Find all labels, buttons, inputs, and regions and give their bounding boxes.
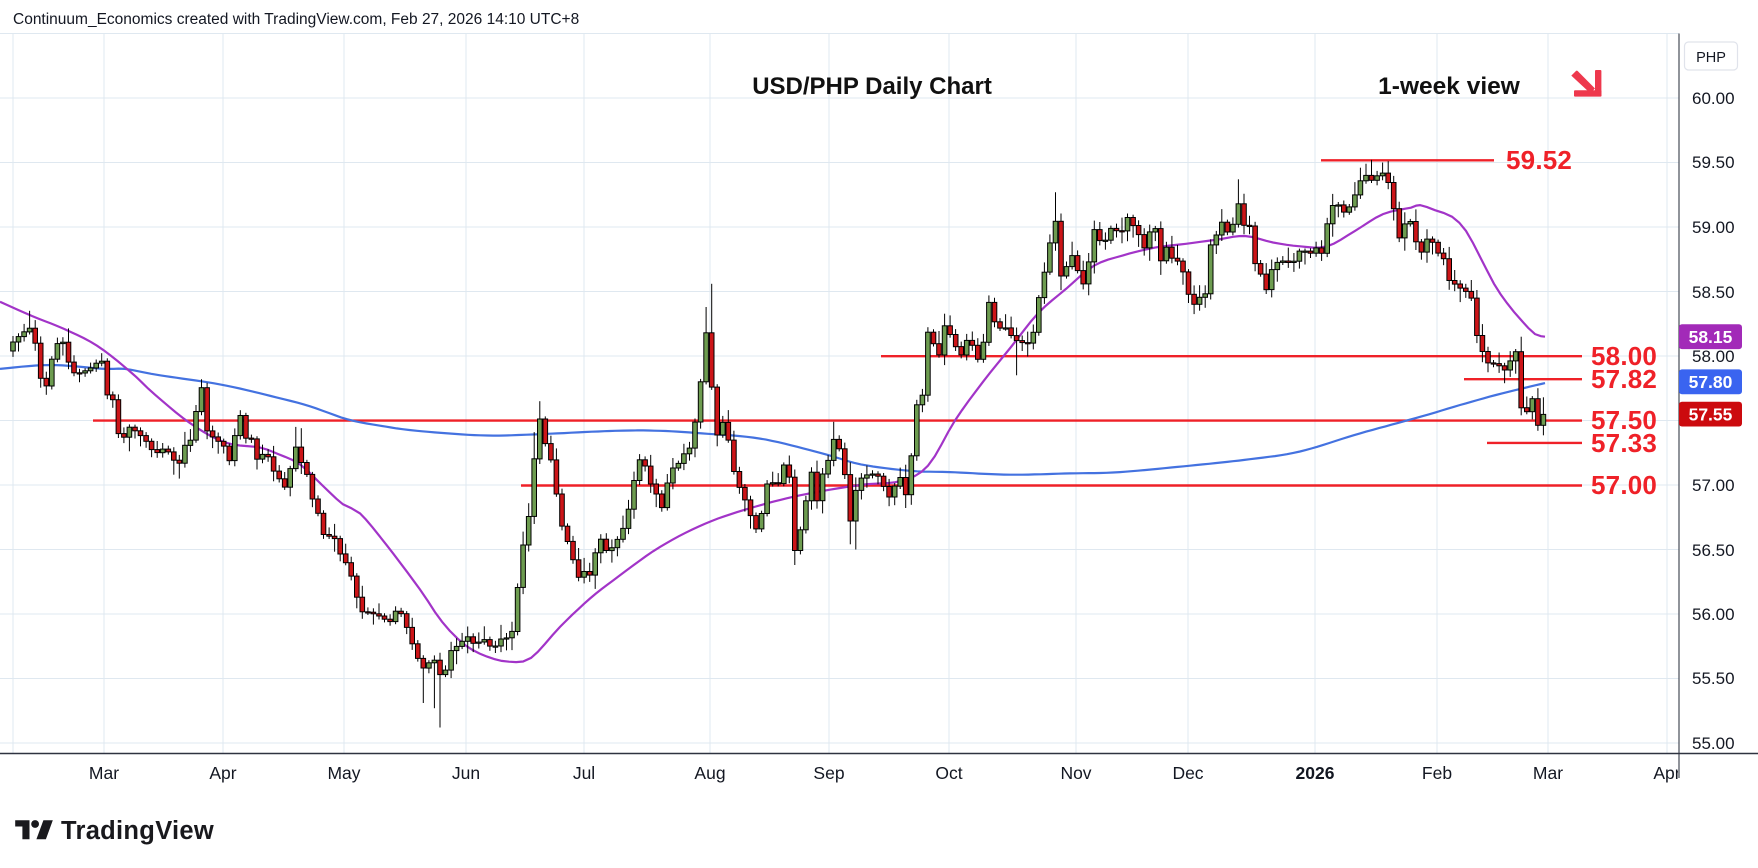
svg-text:60.00: 60.00 — [1692, 89, 1735, 108]
svg-text:PHP: PHP — [1696, 50, 1726, 66]
svg-text:Mar: Mar — [89, 763, 119, 783]
svg-text:USD/PHP Daily Chart: USD/PHP Daily Chart — [752, 73, 992, 100]
svg-text:Mar: Mar — [1533, 763, 1563, 783]
svg-text:Apr: Apr — [1653, 763, 1680, 783]
svg-text:55.50: 55.50 — [1692, 669, 1735, 688]
svg-text:1-week view: 1-week view — [1378, 73, 1521, 100]
svg-text:Oct: Oct — [935, 763, 962, 783]
svg-text:Continuum_Economics created wi: Continuum_Economics created with Trading… — [13, 11, 579, 28]
svg-text:TradingView: TradingView — [61, 817, 214, 845]
svg-text:59.00: 59.00 — [1692, 218, 1735, 237]
svg-text:55.00: 55.00 — [1692, 734, 1735, 753]
svg-text:57.55: 57.55 — [1689, 404, 1733, 424]
svg-text:58.15: 58.15 — [1689, 327, 1733, 347]
svg-text:Apr: Apr — [209, 763, 236, 783]
svg-text:Jul: Jul — [573, 763, 595, 783]
svg-text:Jun: Jun — [452, 763, 480, 783]
svg-text:57.33: 57.33 — [1591, 428, 1657, 458]
svg-text:May: May — [327, 763, 360, 783]
svg-text:Feb: Feb — [1422, 763, 1452, 783]
svg-text:57.80: 57.80 — [1689, 372, 1733, 392]
svg-text:59.52: 59.52 — [1506, 145, 1572, 175]
svg-text:2026: 2026 — [1296, 763, 1335, 783]
svg-text:58.00: 58.00 — [1692, 347, 1735, 366]
svg-text:57.00: 57.00 — [1692, 476, 1735, 495]
svg-text:56.00: 56.00 — [1692, 605, 1735, 624]
svg-text:58.00: 58.00 — [1591, 341, 1657, 371]
svg-text:59.50: 59.50 — [1692, 153, 1735, 172]
svg-text:Aug: Aug — [694, 763, 725, 783]
svg-text:57.50: 57.50 — [1591, 405, 1657, 435]
svg-text:58.50: 58.50 — [1692, 283, 1735, 302]
svg-text:Dec: Dec — [1172, 763, 1203, 783]
svg-text:Sep: Sep — [813, 763, 844, 783]
svg-text:57.82: 57.82 — [1591, 364, 1657, 394]
svg-text:57.00: 57.00 — [1591, 470, 1657, 500]
svg-text:56.50: 56.50 — [1692, 541, 1735, 560]
svg-text:Nov: Nov — [1060, 763, 1091, 783]
